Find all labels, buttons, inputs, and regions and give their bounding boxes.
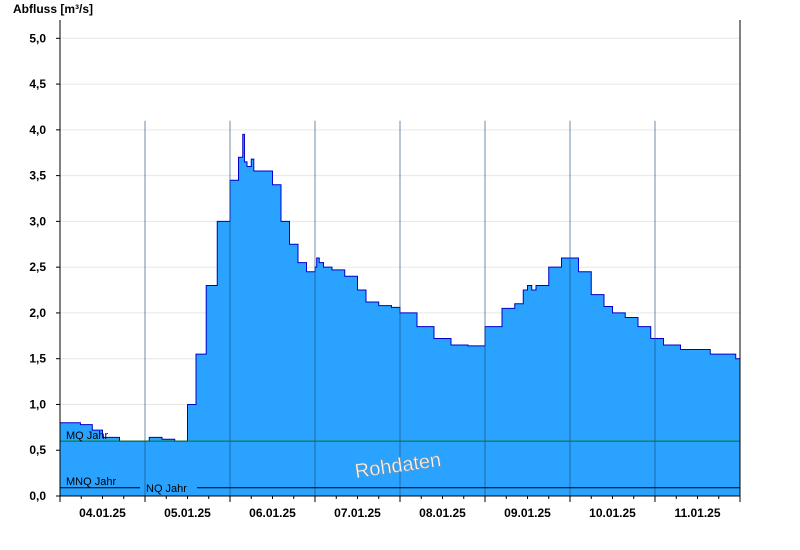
y-tick-label: 0,0	[29, 489, 46, 503]
x-tick-label: 09.01.25	[504, 506, 551, 520]
nq-label: NQ Jahr	[146, 483, 187, 495]
y-tick-label: 5,0	[29, 31, 46, 45]
mq-label: MQ Jahr	[66, 430, 109, 442]
y-tick-label: 4,5	[29, 77, 46, 91]
y-tick-label: 3,5	[29, 169, 46, 183]
y-tick-label: 3,0	[29, 214, 46, 228]
mnq-label: MNQ Jahr	[66, 476, 116, 488]
x-tick-label: 06.01.25	[249, 506, 296, 520]
y-tick-label: 2,5	[29, 260, 46, 274]
x-tick-label: 10.01.25	[589, 506, 636, 520]
discharge-line	[60, 133, 740, 442]
y-tick-label: 4,0	[29, 123, 46, 137]
y-tick-label: 1,5	[29, 352, 46, 366]
x-tick-label: 05.01.25	[164, 506, 211, 520]
x-tick-label: 11.01.25	[674, 506, 720, 520]
y-tick-label: 0,5	[29, 443, 46, 457]
x-tick-label: 04.01.25	[79, 506, 126, 520]
x-tick-label: 07.01.25	[334, 506, 381, 520]
y-axis-title: Abfluss [m³/s]	[13, 2, 93, 16]
y-tick-label: 2,0	[29, 306, 46, 320]
y-tick-label: 1,0	[29, 397, 46, 411]
x-tick-label: 08.01.25	[419, 506, 466, 520]
